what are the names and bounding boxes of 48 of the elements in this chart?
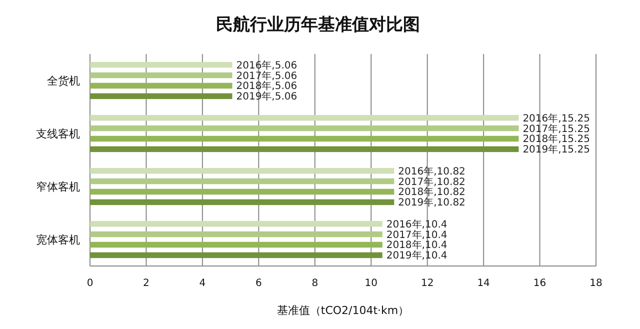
- x-tick-label: 10: [364, 278, 378, 289]
- data-label: 2018年,10.4: [386, 239, 448, 252]
- data-label: 2017年,10.4: [386, 228, 448, 241]
- data-label: 2016年,5.06: [236, 59, 298, 72]
- data-label: 2018年,10.82: [398, 186, 466, 198]
- x-axis-title: 基准值（tCO2/104t·km）: [276, 304, 410, 317]
- bar: [90, 93, 232, 100]
- data-label: 2016年,10.82: [398, 165, 466, 178]
- bar: [90, 242, 382, 248]
- data-label: 2016年,10.4: [386, 218, 448, 230]
- bar: [90, 72, 232, 78]
- data-label: 2016年,15.25: [522, 112, 590, 124]
- bar: [90, 252, 382, 258]
- bar: [90, 125, 519, 132]
- x-tick-label: 8: [312, 278, 318, 289]
- data-label: 2017年,10.82: [398, 176, 466, 188]
- bar: [90, 114, 519, 121]
- data-label: 2019年,10.4: [386, 250, 448, 262]
- data-label: 2017年,15.25: [522, 122, 590, 135]
- data-label: 2017年,5.06: [236, 70, 298, 82]
- bar: [90, 62, 232, 68]
- bar: [90, 82, 232, 89]
- data-label: 2018年,5.06: [236, 80, 298, 92]
- bar: [90, 199, 394, 206]
- bar: [90, 178, 394, 184]
- data-label: 2019年,10.82: [398, 196, 466, 209]
- y-tick-label: 支线客机: [36, 127, 80, 140]
- x-tick-label: 2: [143, 278, 150, 289]
- y-tick-label: 全货机: [47, 74, 80, 88]
- bar: [90, 231, 382, 238]
- bar: [90, 168, 394, 174]
- x-tick-label: 0: [86, 278, 94, 289]
- data-label: 2018年,15.25: [522, 133, 590, 146]
- x-tick-label: 14: [477, 278, 490, 289]
- bar: [90, 146, 519, 152]
- bar: [90, 136, 519, 142]
- data-label: 2019年,5.06: [236, 90, 298, 103]
- x-tick-label: 4: [199, 278, 206, 289]
- data-label: 2019年,15.25: [522, 144, 590, 156]
- y-tick-label: 窄体客机: [36, 180, 80, 194]
- x-tick-label: 12: [420, 278, 434, 289]
- chart-title: 民航行业历年基准值对比图: [216, 15, 420, 35]
- y-tick-label: 宽体客机: [36, 233, 80, 246]
- bar: [90, 220, 382, 227]
- x-tick-label: 16: [533, 278, 546, 289]
- x-tick-label: 18: [590, 278, 602, 289]
- x-tick-label: 6: [255, 278, 262, 289]
- bar: [90, 188, 394, 195]
